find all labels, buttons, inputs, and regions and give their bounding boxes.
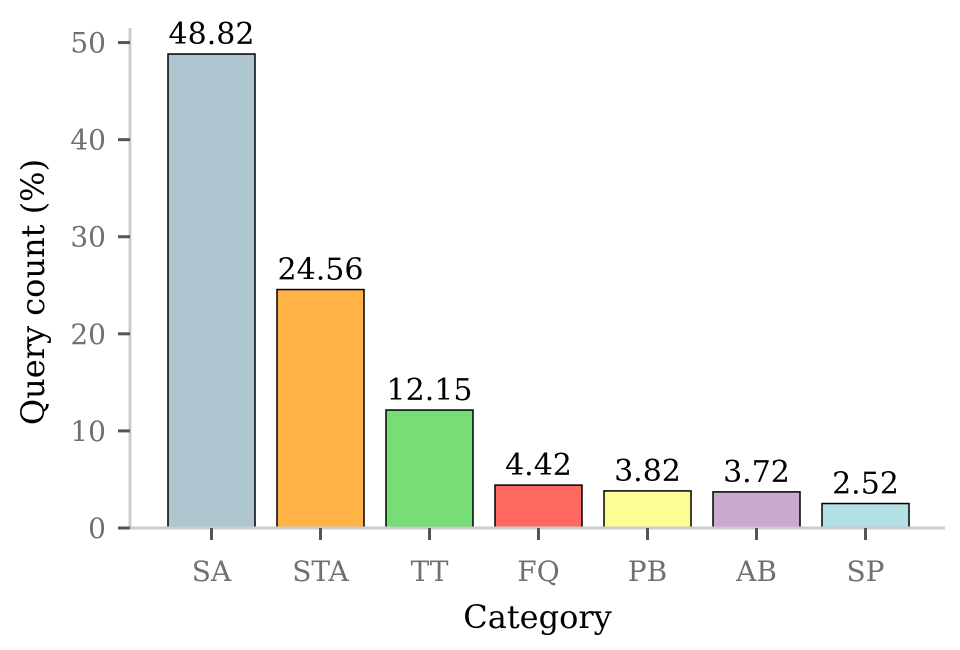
x-tick-label-sta: STA: [292, 555, 349, 588]
x-tick-label-ab: AB: [735, 555, 777, 588]
bar-pb: [603, 490, 692, 529]
data-label-fq: 4.42: [505, 448, 572, 483]
x-tick-label-sa: SA: [192, 555, 232, 588]
x-tick-label-pb: PB: [628, 555, 667, 588]
y-tick-label-50: 50: [70, 27, 106, 60]
x-tick-label-tt: TT: [411, 555, 449, 588]
data-label-tt: 12.15: [387, 373, 473, 408]
y-tick-label-40: 40: [70, 124, 106, 157]
bar-fq: [494, 484, 583, 529]
data-label-pb: 3.82: [614, 454, 681, 489]
plot-area: 48.82 24.56 12.15 4.42 3.82 3.72 2.52: [167, 17, 910, 529]
y-axis-ticks: 0 10 20 30 40 50: [70, 27, 130, 545]
bar-sta: [276, 288, 365, 529]
y-axis-title: Query count (%): [14, 159, 52, 425]
x-tick-label-sp: SP: [846, 555, 884, 588]
data-label-ab: 3.72: [723, 455, 790, 490]
data-label-sa: 48.82: [169, 17, 255, 52]
y-tick-label-20: 20: [70, 318, 106, 351]
x-axis-ticks: SA STA TT FQ PB AB SP: [192, 528, 885, 588]
y-tick-label-10: 10: [70, 415, 106, 448]
x-tick-label-fq: FQ: [517, 555, 559, 588]
bar-sa: [167, 53, 256, 529]
y-tick-label-30: 30: [70, 221, 106, 254]
data-label-sta: 24.56: [278, 253, 364, 288]
x-axis-title: Category: [463, 598, 611, 636]
bar-tt: [385, 409, 474, 529]
bar-sp: [821, 502, 910, 529]
y-tick-label-0: 0: [88, 512, 106, 545]
bar-ab: [712, 491, 801, 529]
data-label-sp: 2.52: [832, 467, 899, 502]
